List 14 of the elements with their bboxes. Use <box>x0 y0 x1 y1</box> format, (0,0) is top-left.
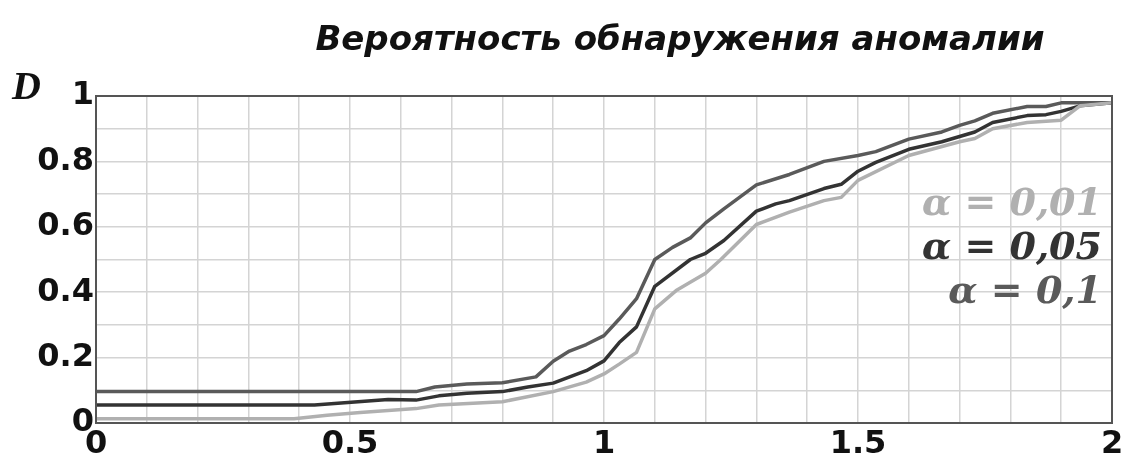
series-label: α = 0,05 <box>921 223 1102 268</box>
text: α = 0,1 <box>947 267 1102 312</box>
x-tick-label: 1 <box>592 422 616 461</box>
series-label: α = 0,01 <box>921 179 1102 224</box>
y-tick-label: 1 <box>71 74 94 113</box>
chart-title: Вероятность обнаружения аномалии <box>314 18 1046 58</box>
x-tick-label: 0.5 <box>321 422 379 461</box>
y-tick-label: 0.2 <box>37 335 94 374</box>
y-axis-title: D <box>12 62 41 109</box>
x-tick-label: 1.5 <box>829 422 887 461</box>
y-tick-label: 0.8 <box>37 139 94 178</box>
y-tick-label: 0.4 <box>37 270 94 309</box>
x-tick-label: 2 <box>1100 422 1124 461</box>
y-tick-label: 0.6 <box>37 205 94 244</box>
